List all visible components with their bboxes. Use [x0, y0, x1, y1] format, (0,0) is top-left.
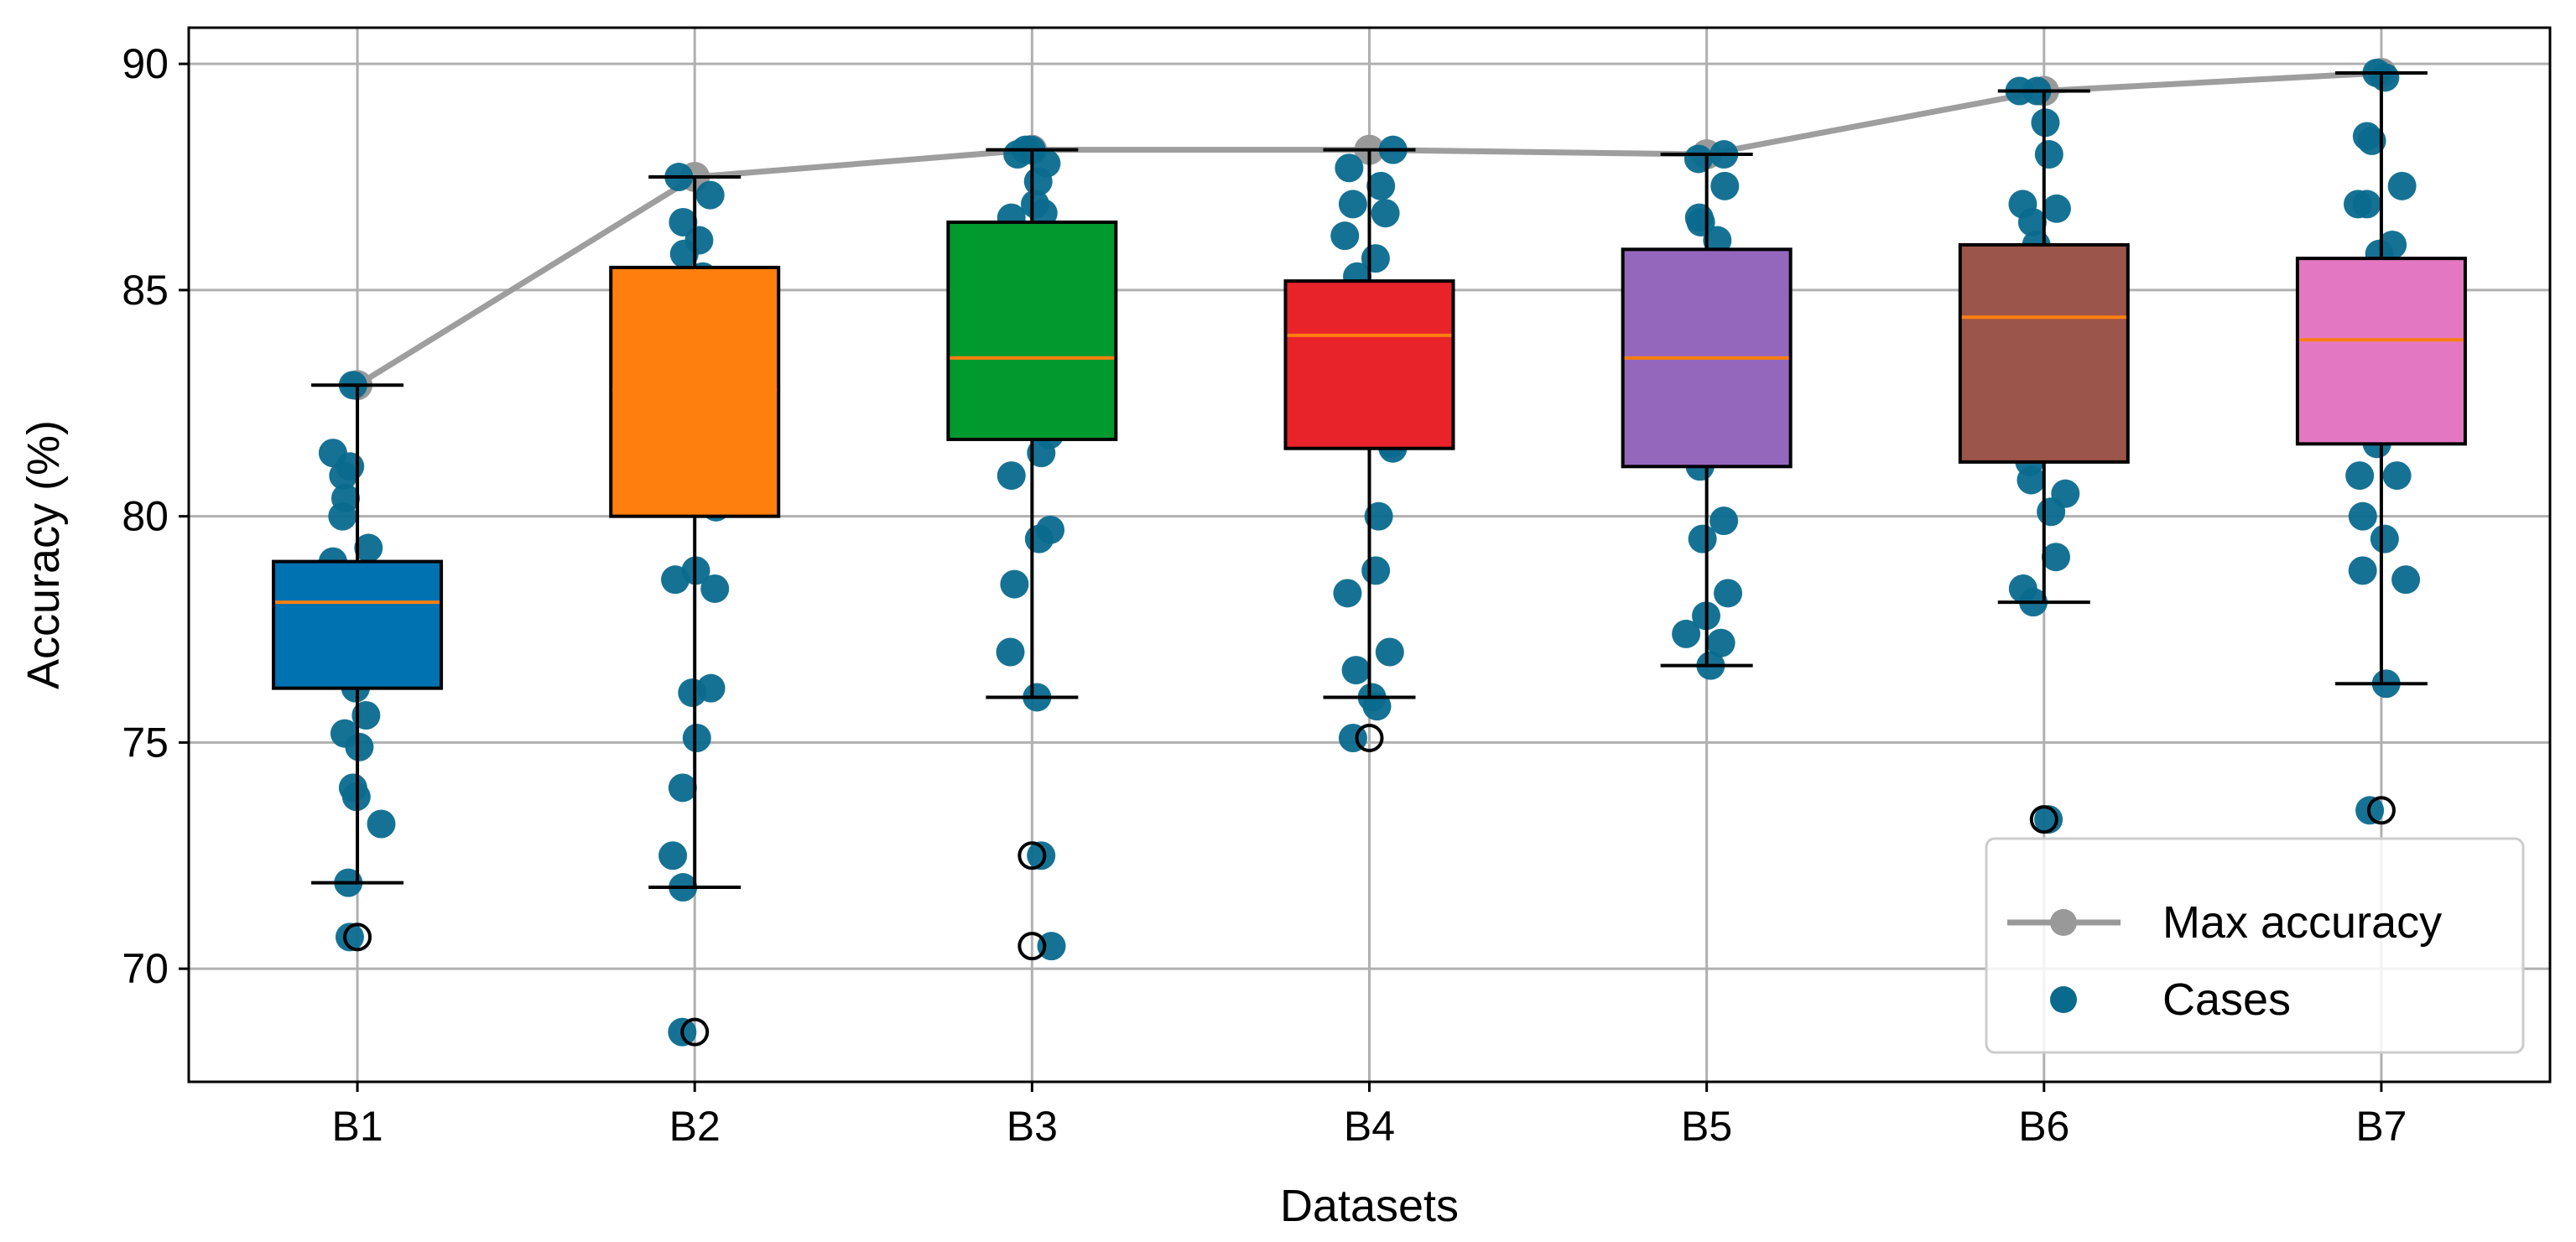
case-point-B7-16 [2348, 501, 2377, 531]
case-point-B5-1 [1684, 144, 1713, 174]
case-point-B1-3 [329, 461, 358, 491]
case-point-B1-20 [335, 922, 364, 952]
outlier-B6-0 [2029, 805, 2058, 834]
case-point-B1-6 [354, 533, 383, 563]
case-point-B1-5 [328, 501, 357, 531]
case-point-B2-15 [678, 678, 707, 708]
case-point-B4-14 [1364, 501, 1393, 531]
case-point-B6-17 [2041, 543, 2070, 572]
case-point-B1-18 [367, 809, 396, 839]
case-point-B7-17 [2370, 524, 2399, 553]
case-point-B4-15 [1361, 556, 1391, 585]
case-point-B7-1 [2370, 63, 2400, 92]
case-point-B6-6 [2017, 207, 2047, 236]
case-point-B2-4 [669, 239, 699, 268]
case-point-B6-16 [2037, 497, 2066, 527]
case-point-B7-14 [2382, 461, 2412, 491]
x-tick-label-B2: B2 [669, 1103, 721, 1150]
case-point-B5-14 [1688, 524, 1717, 553]
case-point-B5-5 [1703, 226, 1732, 255]
x-tick-label-B6: B6 [2018, 1103, 2069, 1150]
case-point-B2-13 [700, 574, 730, 603]
case-point-B4-3 [1338, 190, 1367, 219]
case-point-B4-20 [1362, 692, 1392, 721]
case-point-B7-15 [2345, 461, 2375, 491]
case-point-B4-4 [1371, 199, 1400, 228]
case-point-B2-16 [682, 723, 711, 752]
outlier-B7-0 [2366, 796, 2396, 825]
legend: Max accuracy Cases [1985, 837, 2525, 1054]
case-point-B7-19 [2391, 565, 2421, 595]
legend-cases-swatch [2050, 986, 2077, 1013]
case-point-B4-5 [1330, 221, 1360, 251]
legend-label-cases: Cases [2162, 974, 2291, 1025]
case-point-B3-6 [1028, 199, 1058, 228]
y-axis-label: Accuracy (%) [18, 420, 69, 689]
y-tick-label-85: 85 [122, 267, 169, 314]
x-tick-label-B4: B4 [1344, 1103, 1395, 1150]
case-point-B3-16 [1024, 524, 1054, 553]
legend-box [1985, 837, 2525, 1054]
box-B1 [272, 559, 444, 690]
case-point-B4-1 [1335, 153, 1364, 183]
case-point-B7-4 [2387, 171, 2417, 200]
case-point-B3-13 [1027, 439, 1056, 468]
x-axis-label: Datasets [1280, 1181, 1459, 1231]
axis-ticks: 70 75 80 85 90 B1 B2 B3 B4 B5 B6 B7 [122, 40, 2407, 1150]
y-tick-label-90: 90 [122, 40, 169, 87]
case-point-B7-6 [2352, 190, 2381, 219]
box-B7 [2295, 257, 2467, 446]
case-point-B3-17 [1000, 569, 1029, 599]
box-B3 [946, 220, 1118, 441]
case-point-B6-3 [2034, 140, 2063, 169]
legend-max-marker-swatch [2050, 909, 2077, 936]
case-point-B1-15 [345, 732, 374, 761]
box-B6 [1958, 242, 2130, 464]
case-point-B5-13 [1710, 507, 1739, 536]
case-point-B2-12 [661, 565, 690, 595]
case-point-B4-2 [1366, 171, 1396, 200]
case-point-B2-18 [658, 841, 688, 870]
case-point-B5-15 [1714, 579, 1743, 608]
case-point-B5-2 [1710, 171, 1740, 200]
y-tick-label-75: 75 [122, 719, 169, 766]
x-tick-label-B1: B1 [331, 1103, 382, 1150]
box-B4 [1283, 279, 1455, 450]
case-point-B5-17 [1672, 619, 1701, 648]
y-tick-label-80: 80 [122, 493, 169, 540]
x-tick-label-B5: B5 [1681, 1103, 1732, 1150]
case-point-B3-14 [997, 461, 1026, 491]
case-point-B6-5 [2042, 194, 2071, 223]
box-B2 [609, 265, 781, 518]
case-point-B3-18 [996, 637, 1025, 667]
case-point-B4-16 [1333, 579, 1362, 608]
case-point-B5-18 [1706, 628, 1736, 657]
outlier-B4-0 [1355, 723, 1384, 752]
case-point-B7-18 [2348, 556, 2377, 585]
case-point-B3-2 [1003, 140, 1033, 169]
outlier-B3-0 [1017, 841, 1047, 870]
outlier-B2-0 [680, 1017, 710, 1047]
legend-label-max-accuracy: Max accuracy [2162, 897, 2442, 948]
case-point-B7-3 [2357, 126, 2386, 155]
case-point-B2-1 [695, 180, 725, 210]
x-tick-label-B3: B3 [1007, 1103, 1058, 1150]
x-tick-label-B7: B7 [2355, 1103, 2407, 1150]
outlier-B3-1 [1017, 932, 1047, 961]
case-point-B4-18 [1341, 656, 1371, 685]
case-point-B3-20 [1027, 841, 1056, 870]
case-point-B2-17 [668, 773, 697, 803]
outlier-B1-0 [343, 922, 372, 952]
case-point-B6-14 [2017, 465, 2046, 495]
y-tick-label-70: 70 [122, 945, 169, 992]
case-point-B4-17 [1375, 637, 1404, 667]
box-series [272, 70, 2467, 1047]
